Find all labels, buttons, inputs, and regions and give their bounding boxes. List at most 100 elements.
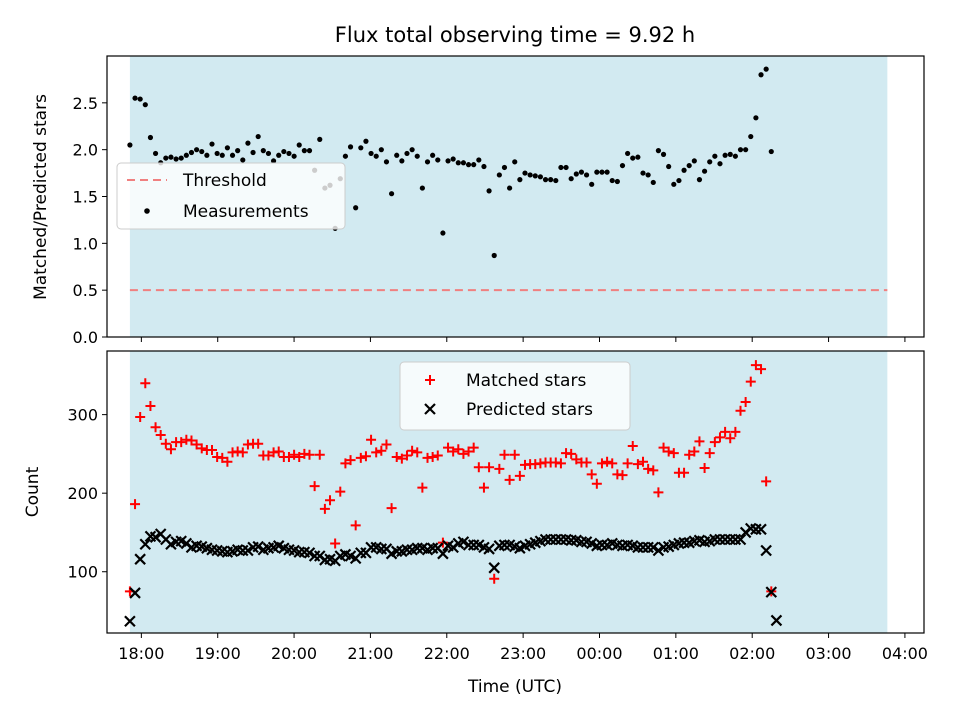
measurement-point [291,153,297,159]
matched-point [330,538,341,549]
matched-point [730,426,741,437]
measurement-point [132,95,138,101]
measurement-point [219,152,225,158]
predicted-point [770,614,783,627]
measurement-point [604,169,610,175]
measurement-point [265,150,272,157]
series-matched-stars [124,360,777,597]
matched-point [632,459,643,470]
predicted-point [755,523,767,536]
matched-point [294,452,305,463]
matched-point [222,456,233,467]
matched-point [253,438,264,449]
x-tick-label: 00:00 [576,644,622,663]
matched-legend-icon [425,375,435,385]
matched-point [643,463,654,474]
ratio-legend: Threshold Measurements [116,162,346,230]
measurement-point [548,177,554,183]
matched-point [432,450,443,461]
measurement-point [619,162,626,169]
measurement-point [727,151,733,157]
matched-point [658,442,669,453]
measurement-point [204,152,210,158]
measurement-point [650,179,656,186]
measurement-point [440,230,446,236]
measurement-point [625,150,631,157]
measurement-point [553,177,559,184]
plot-frame [106,350,925,634]
x-tick-label: 20:00 [271,644,317,663]
matched-point [494,463,505,474]
matched-point [694,436,705,447]
measurements-legend-icon [144,208,150,214]
measurement-point [270,158,277,164]
measurement-point [512,159,518,165]
x-tick-label: 01:00 [653,644,699,663]
measurement-point [763,66,769,72]
measurement-point [378,147,384,153]
matched-point [735,405,746,416]
predicted-point [734,533,747,546]
measurement-point [229,152,236,158]
measurement-point [373,153,379,159]
matched-point [376,445,387,456]
measurement-point [573,171,579,177]
matched-point [191,439,202,450]
measurement-point [296,142,302,148]
measurement-point [445,158,451,164]
measurement-point [609,177,615,184]
matched-point [355,452,366,463]
matched-point [165,444,176,455]
matched-point [217,452,228,463]
matched-point [463,446,474,457]
measurement-point [481,163,487,170]
measurement-point [424,159,431,165]
matched-point [314,449,325,460]
measurement-point [666,163,672,170]
predicted-point [134,553,146,565]
matched-point [325,495,336,506]
matched-point [273,446,284,457]
matched-point [607,458,618,469]
measurement-point [542,177,549,183]
y-tick-label: 1.5 [73,188,98,207]
matched-point [150,422,161,433]
predicted-point [303,547,316,559]
measurement-point [563,164,569,171]
measurement-point [455,160,461,166]
measurement-point [388,191,395,197]
measurement-point [537,174,543,180]
matched-point [699,463,710,474]
measurement-point [676,177,682,184]
measurement-point [476,157,482,163]
measurement-point [701,168,708,174]
y-tick-label: 100 [67,563,98,582]
predicted-point [647,541,660,554]
measurement-point [306,148,313,154]
x-tick-label: 03:00 [806,644,852,663]
matched-point [668,448,679,459]
matched-point [453,444,464,455]
measurement-point [199,148,205,155]
matched-point [145,400,156,411]
predicted-point [765,586,778,598]
matched-point [135,411,146,422]
matched-point [350,520,361,531]
matched-point [412,447,423,458]
measurement-point [599,169,605,175]
measurement-point [486,188,492,194]
measurement-point [435,157,441,163]
measurement-point [630,155,636,161]
measurement-point [178,155,184,161]
measurement-point [419,185,425,191]
measurement-point [209,141,215,147]
measurement-point [753,115,759,121]
measurement-point [496,172,502,178]
measurement-point [173,156,179,162]
measurement-point [137,96,143,102]
measurement-point [250,149,256,156]
threshold-legend-label: Threshold [182,171,267,191]
y-tick-label: 2.5 [73,94,98,113]
measurement-point [522,170,528,176]
